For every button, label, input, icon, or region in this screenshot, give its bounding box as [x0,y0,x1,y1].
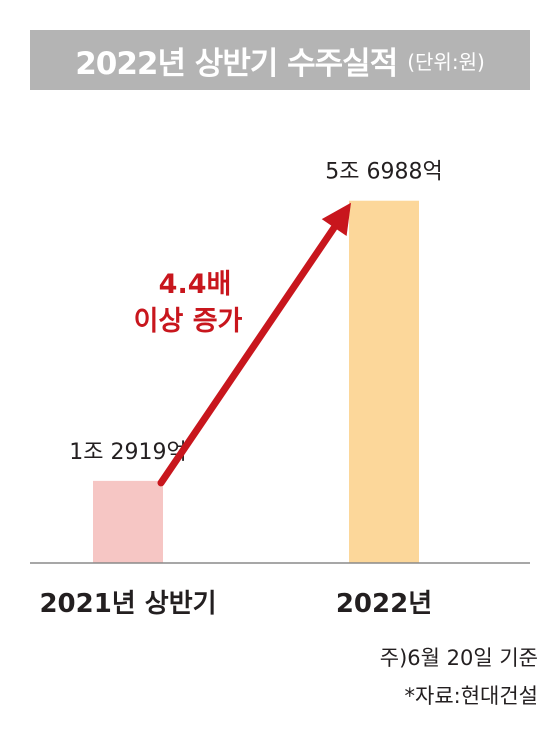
growth-arrow-shaft [157,224,338,487]
growth-arrow-head [321,202,351,236]
category-label-1: 2021년 상반기 [39,589,216,619]
chart-title: 2022년 상반기 수주실적 [75,45,398,82]
date-footnote: 주)6월 20일 기준 [379,646,538,670]
growth-annotation-line2: 이상 증가 [134,306,243,337]
category-label-2: 2022년 [336,589,432,619]
title-banner: 2022년 상반기 수주실적 (단위:원) [30,30,530,90]
bar-2 [349,200,419,563]
data-label-1: 1조 2919억 [69,440,186,465]
growth-annotation-line1: 4.4배 [159,269,232,300]
data-label-2: 5조 6988억 [325,160,442,185]
unit-note: (단위:원) [407,49,485,74]
bar-1 [93,480,163,563]
source-footnote: *자료:현대건설 [404,684,539,708]
